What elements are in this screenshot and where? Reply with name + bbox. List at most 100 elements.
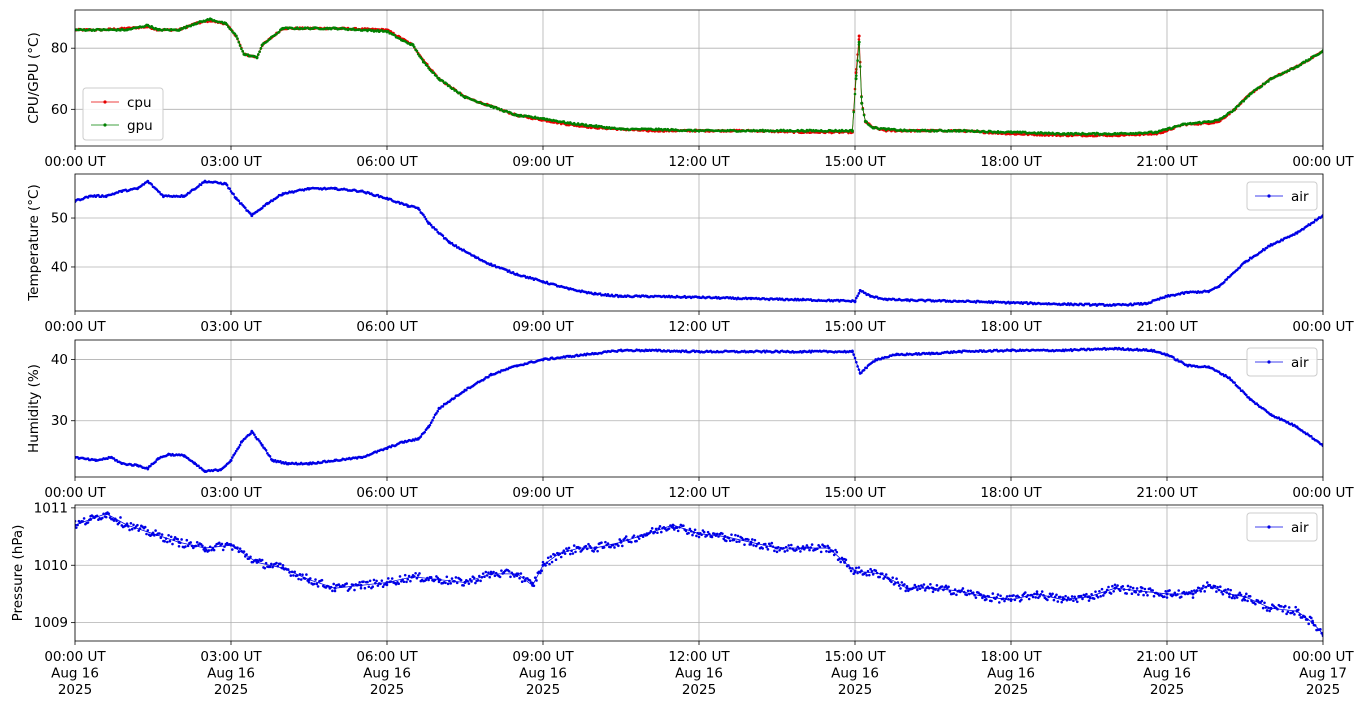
data-point bbox=[389, 580, 393, 583]
data-point bbox=[1066, 596, 1070, 600]
data-point bbox=[107, 512, 111, 515]
data-point bbox=[441, 405, 445, 408]
data-point bbox=[1207, 365, 1211, 369]
data-point bbox=[749, 297, 753, 301]
data-point bbox=[128, 528, 131, 532]
data-point bbox=[208, 17, 212, 21]
data-point bbox=[786, 549, 789, 552]
data-point bbox=[810, 543, 814, 546]
data-point bbox=[916, 588, 919, 592]
data-point bbox=[972, 591, 975, 594]
data-point bbox=[834, 548, 837, 552]
data-point bbox=[489, 373, 493, 377]
data-point bbox=[856, 59, 859, 62]
data-point bbox=[1312, 220, 1316, 224]
data-point bbox=[454, 576, 458, 579]
data-point bbox=[484, 570, 488, 574]
data-point bbox=[753, 538, 757, 542]
data-point bbox=[414, 571, 417, 575]
data-point bbox=[1267, 80, 1270, 83]
data-point bbox=[416, 206, 420, 210]
data-point bbox=[117, 521, 121, 525]
data-point bbox=[371, 585, 375, 589]
data-point bbox=[303, 577, 307, 580]
data-point bbox=[271, 458, 275, 462]
data-point bbox=[268, 454, 272, 458]
data-point bbox=[858, 65, 862, 68]
data-point bbox=[279, 562, 282, 566]
data-point bbox=[1053, 595, 1057, 599]
data-point bbox=[713, 532, 716, 536]
data-point bbox=[697, 129, 701, 133]
data-point bbox=[401, 440, 405, 444]
data-point bbox=[158, 190, 161, 194]
data-point bbox=[1243, 260, 1247, 264]
data-point bbox=[353, 588, 356, 592]
data-point bbox=[415, 49, 419, 53]
data-point bbox=[890, 580, 893, 584]
data-point bbox=[385, 446, 389, 450]
data-point bbox=[218, 541, 221, 545]
data-point bbox=[717, 535, 720, 538]
data-point bbox=[489, 104, 493, 108]
data-point bbox=[1009, 301, 1013, 305]
data-point bbox=[894, 581, 897, 585]
data-point bbox=[161, 194, 165, 198]
data-point bbox=[515, 272, 519, 276]
data-point bbox=[190, 544, 194, 548]
data-point bbox=[895, 353, 899, 357]
data-point bbox=[778, 549, 781, 552]
data-point bbox=[999, 594, 1002, 598]
x-tick-label: 03:00 UT bbox=[200, 154, 262, 170]
data-point bbox=[1172, 356, 1175, 359]
data-point bbox=[783, 550, 787, 553]
data-point bbox=[242, 550, 246, 553]
data-point bbox=[645, 127, 649, 131]
data-point bbox=[528, 579, 532, 582]
data-point bbox=[238, 44, 242, 47]
data-point bbox=[301, 573, 304, 577]
data-point bbox=[769, 544, 772, 547]
data-point bbox=[1024, 591, 1027, 594]
data-point bbox=[866, 569, 870, 573]
data-point bbox=[359, 455, 363, 459]
data-point bbox=[150, 183, 153, 186]
data-point bbox=[654, 527, 658, 531]
data-point bbox=[708, 532, 711, 536]
data-point bbox=[531, 581, 534, 585]
data-point bbox=[329, 585, 333, 589]
data-point bbox=[511, 573, 515, 576]
data-point bbox=[1248, 92, 1252, 96]
data-point bbox=[544, 564, 547, 567]
data-point bbox=[957, 129, 961, 133]
data-point bbox=[166, 540, 169, 544]
data-point bbox=[751, 538, 754, 541]
data-point bbox=[286, 462, 290, 466]
data-point bbox=[1113, 303, 1117, 307]
data-point bbox=[351, 583, 355, 587]
data-point bbox=[918, 587, 922, 591]
data-point bbox=[771, 545, 775, 548]
data-point bbox=[550, 560, 554, 564]
data-point bbox=[518, 576, 521, 580]
data-point bbox=[630, 540, 633, 544]
data-point bbox=[1048, 592, 1052, 596]
x-tick-label: 00:00 UT bbox=[44, 319, 106, 335]
data-point bbox=[401, 578, 404, 582]
data-point bbox=[985, 598, 988, 601]
data-point bbox=[307, 580, 311, 584]
data-point bbox=[333, 26, 337, 30]
data-point bbox=[851, 567, 854, 570]
data-point bbox=[559, 555, 563, 559]
data-point bbox=[1242, 99, 1245, 103]
data-point bbox=[185, 538, 189, 542]
data-point bbox=[245, 553, 248, 556]
data-point bbox=[146, 179, 150, 183]
data-point bbox=[257, 53, 260, 56]
x-tick-label: 00:00 UT bbox=[1292, 485, 1354, 501]
data-point bbox=[613, 546, 616, 549]
data-point bbox=[184, 26, 187, 30]
data-point bbox=[1065, 598, 1069, 602]
data-point bbox=[1051, 592, 1054, 596]
data-point bbox=[816, 547, 819, 550]
